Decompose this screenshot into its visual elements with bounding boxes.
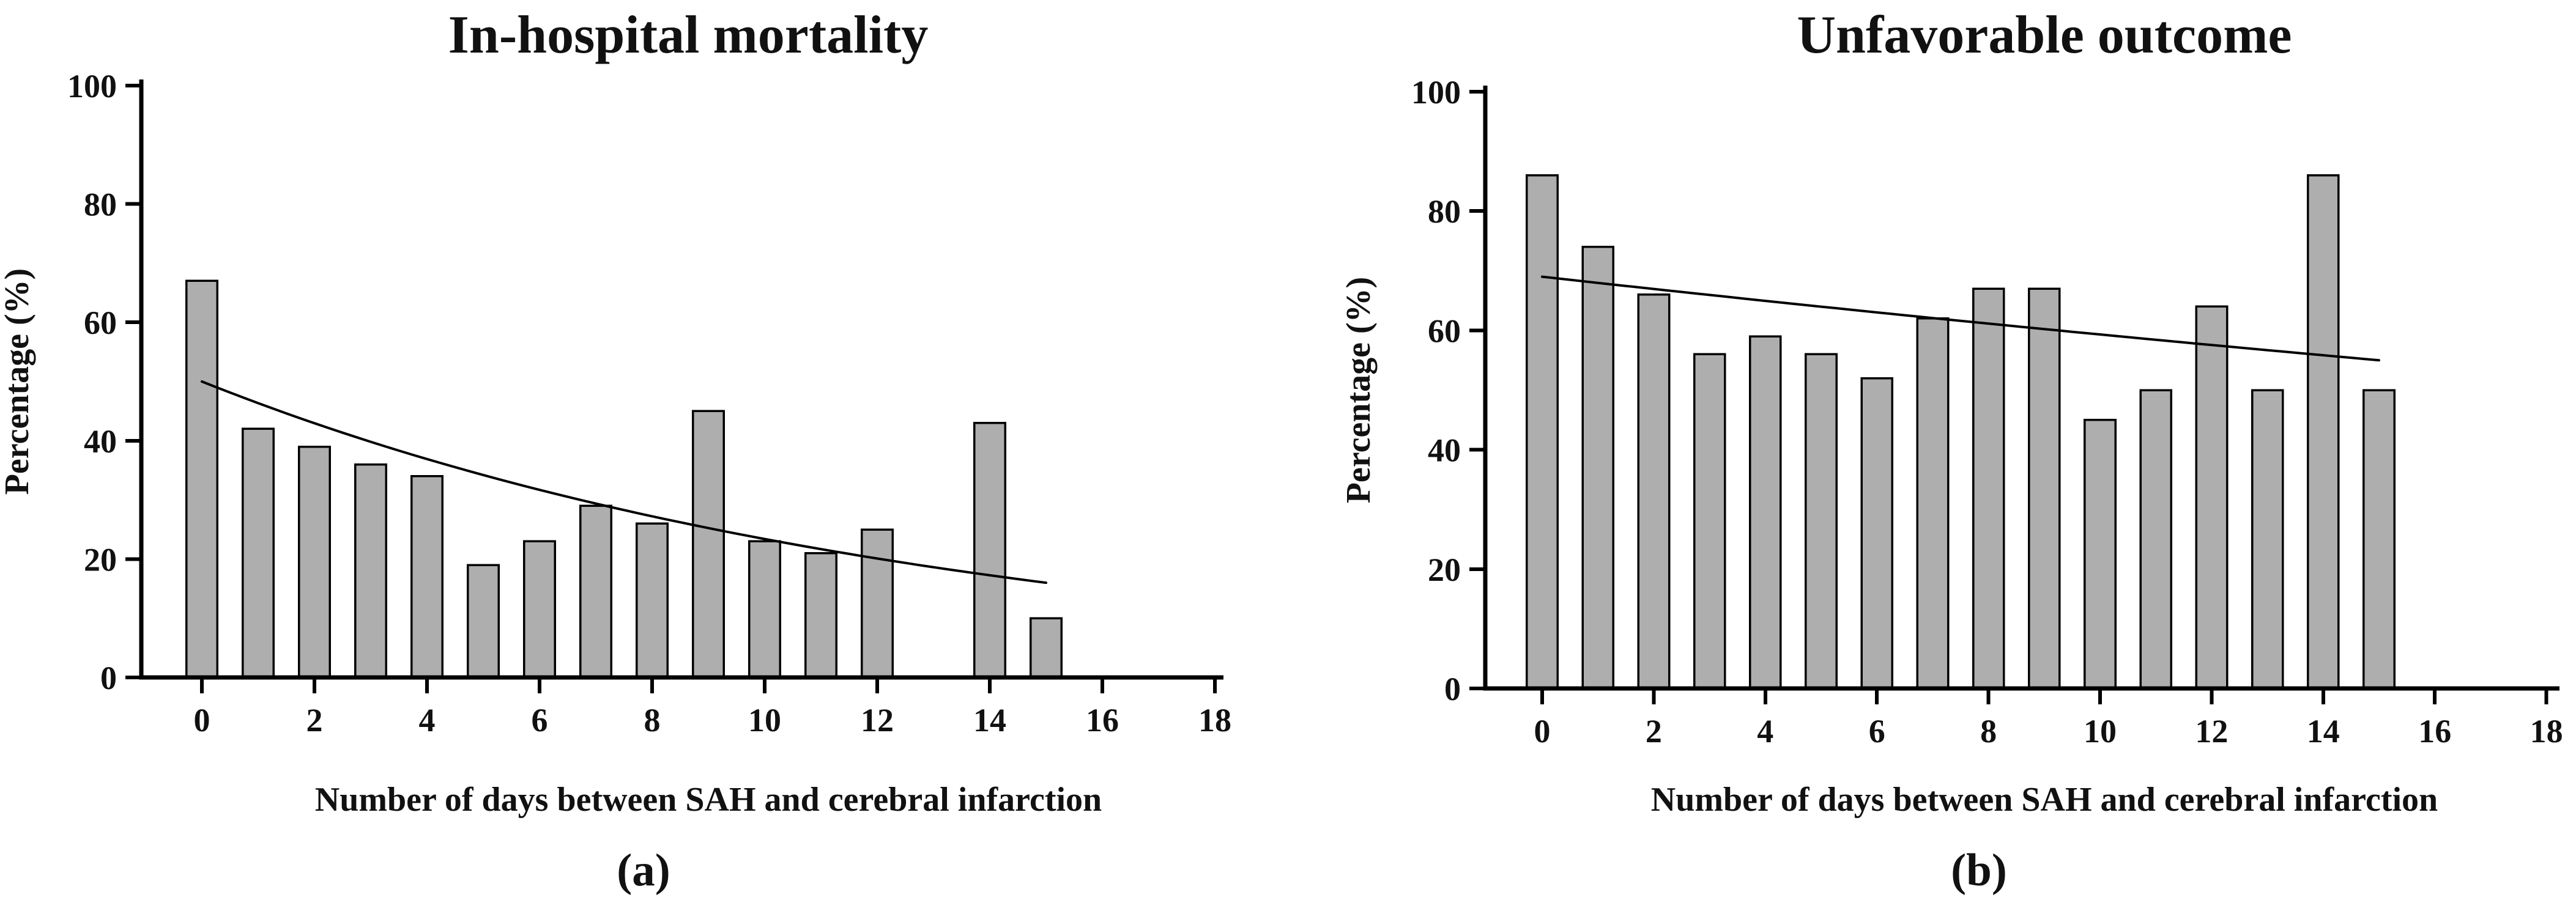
x-axis-label: Number of days between SAH and cerebral …	[1651, 781, 2438, 819]
bar-x1	[1581, 246, 1615, 690]
y-tick-label: 20	[84, 541, 117, 578]
bar-x12	[860, 528, 894, 679]
bar-x0	[185, 279, 219, 679]
bar-x4	[1748, 335, 1782, 690]
plot-area-a: 0 20 40 60 80 100 0 2 4 6 8 10 12 14 16 18	[67, 68, 1231, 739]
x-tick-label: 10	[2084, 713, 2117, 750]
bar-x14	[2306, 174, 2340, 690]
bar-x8	[635, 522, 669, 679]
y-tick-label: 100	[67, 68, 117, 105]
x-axis-label: Number of days between SAH and cerebral …	[315, 781, 1102, 819]
bar-x6	[522, 540, 557, 679]
chart-panel-a: 0 20 40 60 80 100 0 2 4 6 8 10 12 14 16 18 In-hospital …	[0, 6, 1231, 896]
y-tick-label: 60	[84, 304, 117, 341]
bar-x7	[1916, 317, 1950, 690]
bar-x9	[691, 410, 726, 679]
bar-x6	[1860, 377, 1894, 690]
x-tick-label: 2	[1646, 713, 1662, 750]
bar-x11	[804, 551, 838, 679]
y-tick-label: 80	[84, 186, 117, 223]
x-tick-label: 10	[748, 702, 781, 739]
x-tick-label: 2	[306, 702, 323, 739]
bar-x3	[1693, 353, 1726, 690]
bar-x10	[748, 540, 782, 679]
x-tick-label: 6	[1869, 713, 1885, 750]
bar-x2	[297, 445, 332, 679]
bar-x3	[354, 463, 388, 679]
x-tick-label: 12	[2195, 713, 2228, 750]
x-tick-label: 8	[1980, 713, 1997, 750]
x-tick-label: 6	[532, 702, 548, 739]
x-tick-label: 4	[419, 702, 436, 739]
bar-x7	[579, 504, 613, 679]
bar-x11	[2139, 389, 2173, 690]
bar-x5	[466, 564, 500, 679]
chart-panel-b: 0 20 40 60 80 100 0 2 4 6 8 10 12 14 16 18 Unfavorable …	[1288, 0, 2576, 911]
y-tick-label: 0	[1444, 671, 1461, 707]
x-tick-label: 4	[1757, 713, 1773, 750]
x-tick-label: 16	[2418, 713, 2451, 750]
plot-area-b: 0 20 40 60 80 100 0 2 4 6 8 10 12 14 16 18	[1411, 74, 2563, 750]
x-tick-label: 0	[194, 702, 210, 739]
x-tick-label: 0	[1534, 713, 1551, 750]
y-axis-label: Percentage (%)	[1340, 277, 1378, 504]
x-tick-label: 16	[1086, 702, 1119, 739]
x-tick-label: 12	[861, 702, 894, 739]
trend-line	[201, 380, 1047, 585]
x-tick-label: 18	[2530, 713, 2563, 750]
y-tick-label: 40	[1428, 432, 1461, 469]
bar-x4	[410, 475, 444, 679]
bar-x5	[1805, 353, 1838, 690]
bar-chart-mortality: 0 20 40 60 80 100 0 2 4 6 8 10 12 14 16 18 In-hospital …	[0, 6, 1231, 896]
y-tick-label: 100	[1411, 74, 1461, 111]
chart-title: Unfavorable outcome	[1797, 6, 2292, 65]
chart-title: In-hospital mortality	[448, 6, 929, 65]
panel-caption-a: (a)	[617, 845, 670, 896]
bar-x9	[2027, 287, 2061, 690]
bar-x2	[1637, 293, 1671, 690]
bar-x1	[241, 427, 275, 679]
x-tick-label: 8	[644, 702, 661, 739]
bar-x15	[2363, 389, 2396, 690]
bar-x10	[2084, 419, 2117, 690]
bar-x0	[1526, 174, 1559, 690]
x-tick-label: 18	[1198, 702, 1231, 739]
x-tick-label: 14	[2307, 713, 2340, 750]
panel-caption-b: (b)	[1951, 845, 2007, 896]
y-tick-label: 40	[84, 423, 117, 460]
bar-x14	[973, 422, 1007, 679]
x-tick-label: 14	[973, 702, 1006, 739]
bar-x12	[2195, 305, 2229, 690]
bar-x15	[1029, 617, 1063, 679]
y-axis-label: Percentage (%)	[0, 268, 36, 495]
bar-x13	[2251, 389, 2284, 690]
y-tick-label: 20	[1428, 551, 1461, 588]
y-tick-label: 0	[100, 660, 117, 696]
y-tick-label: 60	[1428, 312, 1461, 349]
trend-line	[1541, 275, 2380, 362]
bar-chart-outcome: 0 20 40 60 80 100 0 2 4 6 8 10 12 14 16 18 Unfavorable …	[1340, 6, 2563, 896]
bar-x8	[1972, 287, 2005, 690]
y-tick-label: 80	[1428, 193, 1461, 230]
